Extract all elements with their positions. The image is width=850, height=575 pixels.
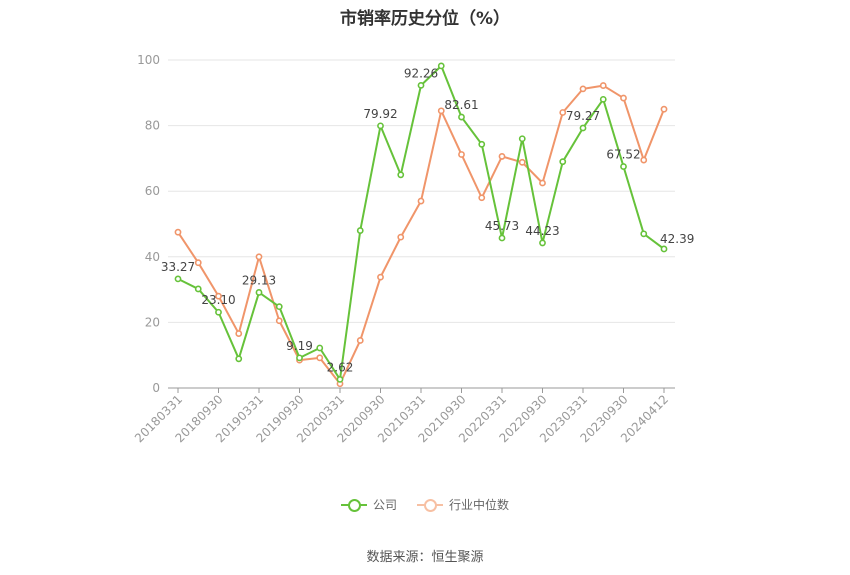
data-point bbox=[336, 376, 344, 383]
data-label: 23.10 bbox=[201, 293, 235, 307]
data-label: 79.27 bbox=[566, 109, 600, 123]
data-point bbox=[498, 234, 506, 242]
data-point bbox=[255, 289, 263, 296]
data-point bbox=[235, 330, 243, 337]
y-tick-label: 0 bbox=[152, 381, 160, 395]
data-label: 82.61 bbox=[444, 98, 478, 112]
legend-line-marker-icon bbox=[340, 498, 367, 512]
data-point bbox=[275, 317, 283, 325]
data-label: 9.19 bbox=[286, 339, 313, 353]
data-point bbox=[478, 194, 486, 202]
legend-line-marker-icon bbox=[417, 498, 443, 512]
data-point bbox=[377, 273, 384, 281]
data-point bbox=[316, 354, 324, 362]
data-point bbox=[356, 337, 364, 344]
data-point bbox=[579, 85, 587, 93]
data-point bbox=[275, 303, 283, 311]
legend-item-company[interactable]: 公司 bbox=[340, 496, 397, 513]
data-point bbox=[215, 308, 222, 316]
data-point bbox=[194, 259, 202, 267]
data-point bbox=[174, 228, 182, 236]
legend-label: 公司 bbox=[372, 498, 397, 512]
data-label: 67.52 bbox=[606, 148, 640, 162]
data-point bbox=[518, 158, 526, 166]
data-point bbox=[660, 105, 668, 113]
data-point bbox=[640, 156, 648, 164]
data-point bbox=[174, 275, 182, 283]
y-tick-label: 20 bbox=[145, 315, 160, 329]
legend-item-industry-median[interactable]: 行业中位数 bbox=[417, 496, 509, 513]
data-point bbox=[437, 62, 445, 70]
data-point bbox=[397, 233, 405, 241]
data-point bbox=[498, 153, 506, 160]
data-label: 2.62 bbox=[327, 360, 354, 374]
y-tick-label: 40 bbox=[145, 250, 160, 264]
data-point bbox=[458, 151, 465, 158]
y-tick-label: 100 bbox=[137, 53, 160, 67]
data-point bbox=[478, 140, 486, 148]
data-point bbox=[579, 124, 587, 132]
series-line-industry-median bbox=[177, 84, 665, 385]
data-label: 44.23 bbox=[525, 224, 559, 238]
data-point bbox=[539, 239, 546, 247]
source-note: 数据来源：恒生聚源 bbox=[366, 550, 484, 565]
data-point bbox=[599, 82, 607, 89]
data-point bbox=[194, 285, 202, 293]
data-point bbox=[518, 135, 526, 143]
legend-label: 行业中位数 bbox=[449, 498, 510, 512]
data-label: 92.26 bbox=[404, 66, 438, 80]
series-layer bbox=[174, 62, 668, 388]
data-point bbox=[417, 197, 425, 205]
data-label-layer: 33.27 23.10 29.13 9.19 2.62 79.92 92.26 82.61 45… bbox=[161, 66, 695, 374]
data-point bbox=[235, 355, 243, 363]
data-point bbox=[620, 94, 627, 102]
data-point bbox=[377, 122, 384, 130]
data-label: 42.39 bbox=[660, 232, 694, 246]
y-tick-label: 80 bbox=[145, 119, 160, 133]
data-point bbox=[397, 171, 405, 179]
chart-title: 市销率历史分位（%） bbox=[339, 9, 511, 29]
y-tick-label: 60 bbox=[145, 184, 160, 198]
data-point bbox=[296, 354, 303, 362]
data-point bbox=[437, 107, 445, 115]
data-label: 45.73 bbox=[485, 219, 519, 233]
data-label: 29.13 bbox=[242, 273, 276, 287]
data-point bbox=[356, 227, 364, 234]
data-label: 33.27 bbox=[161, 260, 195, 274]
data-point bbox=[539, 179, 546, 187]
legend: 公司 行业中位数 bbox=[0, 496, 850, 513]
data-point bbox=[255, 253, 263, 261]
data-point bbox=[559, 109, 567, 116]
data-point bbox=[599, 95, 607, 103]
data-point bbox=[620, 163, 627, 170]
data-point bbox=[316, 344, 324, 352]
data-point bbox=[215, 292, 222, 300]
data-point bbox=[417, 81, 425, 89]
data-label: 79.92 bbox=[363, 107, 397, 121]
data-point bbox=[640, 230, 648, 238]
data-point bbox=[458, 113, 465, 121]
data-point bbox=[660, 245, 668, 253]
data-point bbox=[559, 158, 567, 166]
grid-layer bbox=[168, 59, 675, 323]
